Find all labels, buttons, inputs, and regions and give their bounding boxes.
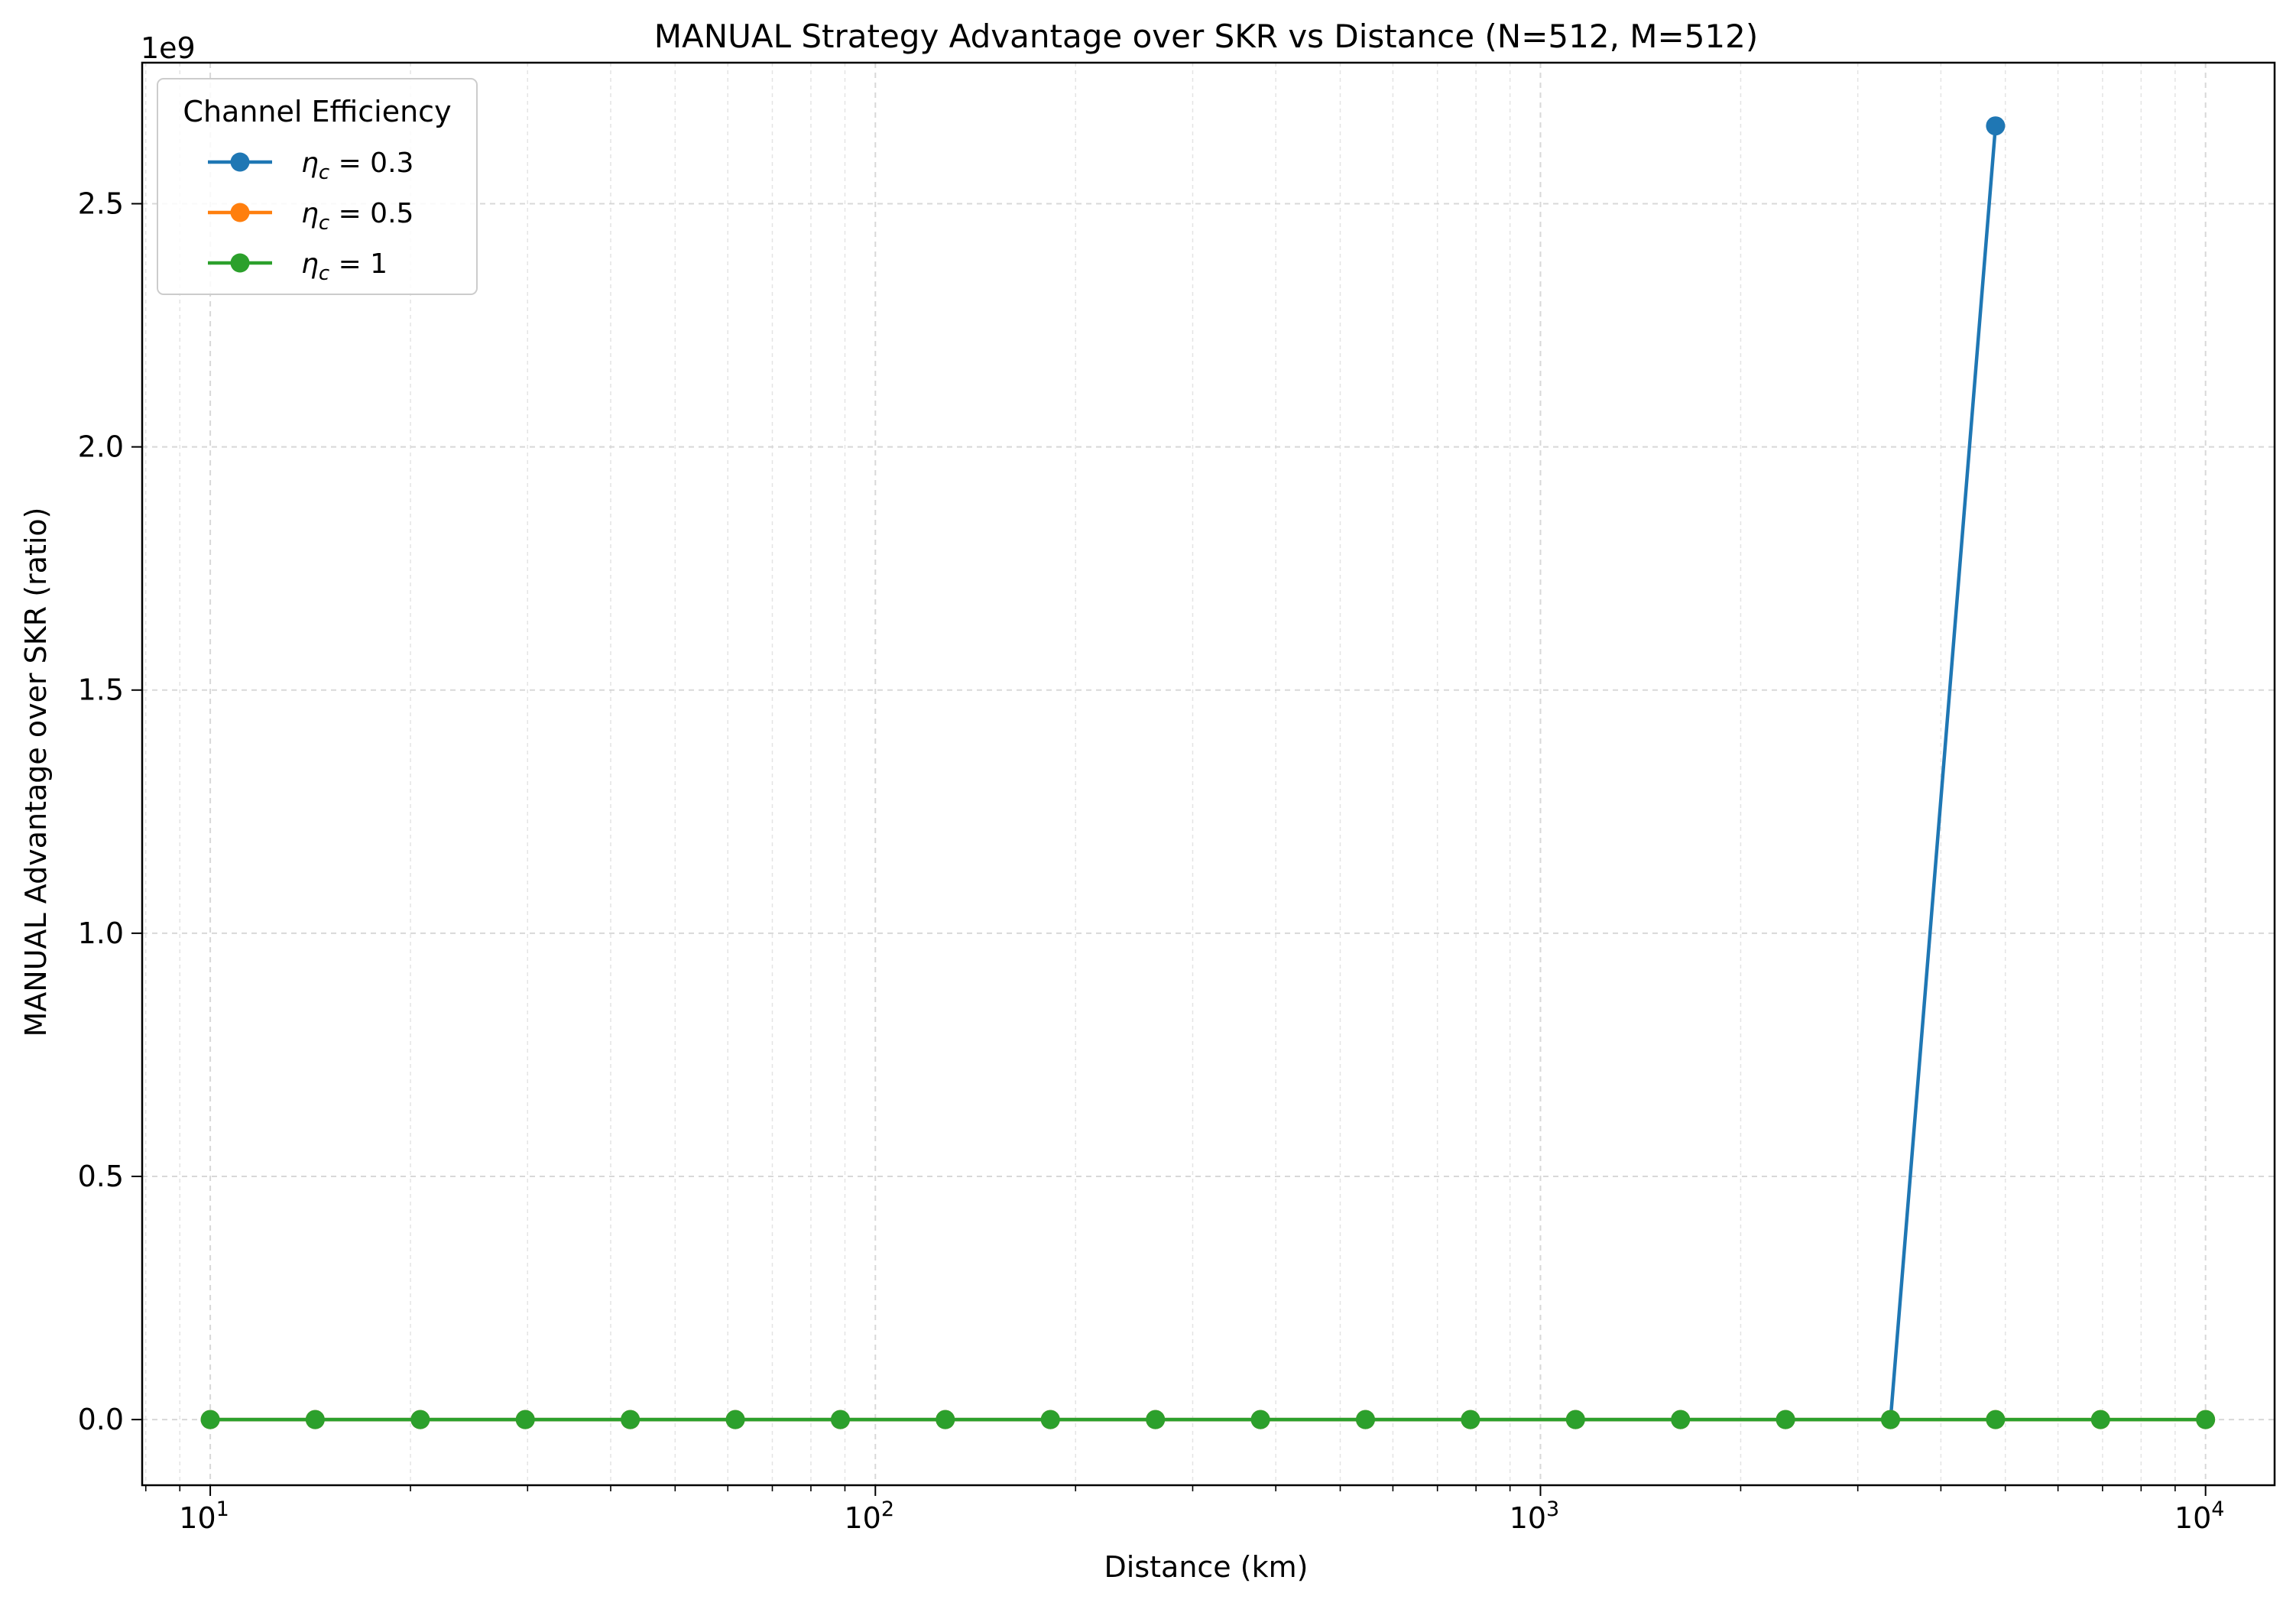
series-3-point [200, 1410, 220, 1429]
y-axis-label: MANUAL Advantage over SKR (ratio) [19, 508, 53, 1037]
legend-label-value: = 1 [329, 248, 388, 280]
series-layer [200, 116, 2216, 1429]
series-1-point [1986, 116, 2006, 136]
series-3-point [830, 1410, 850, 1429]
series-3-point [1146, 1410, 1166, 1429]
x-tick-label-exponent: 3 [1546, 1497, 1559, 1521]
legend-title: Channel Efficiency [183, 95, 451, 128]
legend-label-subscript: c [319, 212, 329, 235]
series-3-point [1040, 1410, 1060, 1429]
series-3-point [1986, 1410, 2006, 1429]
y-tick-label: 2.0 [78, 430, 124, 464]
series-3-point [1461, 1410, 1480, 1429]
x-tick-label-exponent: 2 [881, 1497, 894, 1521]
series-3-point [621, 1410, 640, 1429]
legend-marker [230, 152, 250, 172]
chart-title: MANUAL Strategy Advantage over SKR vs Di… [654, 18, 1759, 55]
series-3-point [1356, 1410, 1376, 1429]
y-tick-label: 0.0 [78, 1403, 124, 1436]
legend-label-symbol: η [301, 148, 319, 179]
legend-marker [230, 253, 250, 273]
series-3-point [2196, 1410, 2216, 1429]
legend-label-subscript: c [319, 262, 329, 285]
legend-label: ηc = 1 [301, 248, 388, 285]
series-3-point [936, 1410, 955, 1429]
series-3-point [515, 1410, 535, 1429]
series-3-point [1565, 1410, 1585, 1429]
y-axis-offset-label: 1e9 [141, 31, 196, 65]
y-tick-label: 1.0 [78, 917, 124, 950]
x-tick-label-exponent: 1 [216, 1497, 229, 1521]
legend-label-subscript: c [319, 161, 329, 184]
legend-box [157, 78, 478, 295]
series-3-point [1671, 1410, 1691, 1429]
series-3-point [410, 1410, 430, 1429]
x-tick-label: 103 [1510, 1497, 1560, 1535]
series-line-1 [210, 125, 1998, 1422]
series-3-point [1776, 1410, 1795, 1429]
plot-frame [141, 61, 2276, 1487]
y-tick-label: 0.5 [78, 1160, 124, 1193]
series-3-point [1880, 1410, 1900, 1429]
series-3-point [1250, 1410, 1270, 1429]
legend-label-value: = 0.3 [329, 148, 413, 179]
x-tick-label: 102 [845, 1497, 895, 1535]
series-3-point [2090, 1410, 2110, 1429]
series-3-point [725, 1410, 745, 1429]
y-tick-label: 2.5 [78, 187, 124, 221]
legend-label-symbol: η [301, 198, 319, 229]
y-tick-label: 1.5 [78, 673, 124, 707]
legend-label-value: = 0.5 [329, 198, 413, 229]
legend-label: ηc = 0.3 [301, 148, 413, 184]
legend-label: ηc = 0.5 [301, 198, 413, 235]
axis-ticks: 101 102 103 104 0.0 0.5 1.0 1.5 2.0 2.5 [78, 187, 2225, 1535]
x-tick-label: 104 [2174, 1497, 2225, 1535]
legend-marker [230, 203, 250, 222]
x-axis-label: Distance (km) [1104, 1550, 1309, 1584]
x-tick-label-exponent: 4 [2211, 1497, 2224, 1521]
x-tick-label: 101 [179, 1497, 229, 1535]
series-3-point [305, 1410, 325, 1429]
grid-lines [142, 63, 2275, 1485]
legend-label-symbol: η [301, 248, 319, 280]
